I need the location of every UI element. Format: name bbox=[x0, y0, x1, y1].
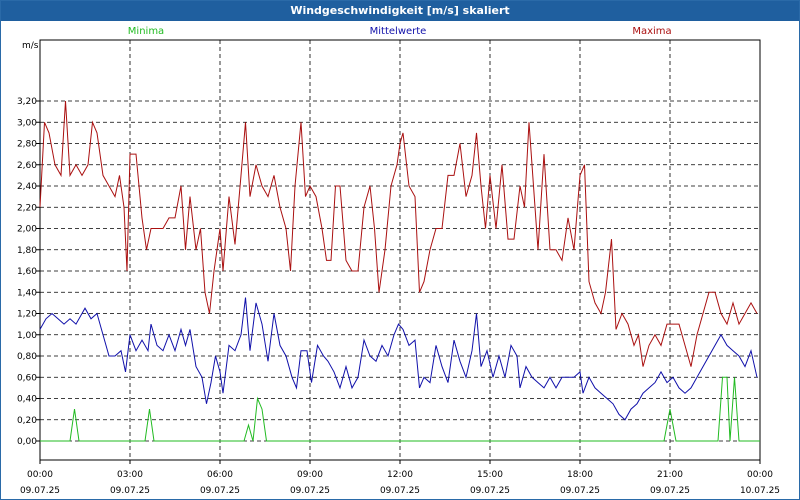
y-tick-label: 2,20 bbox=[17, 203, 37, 213]
x-tick-date: 09.07.25 bbox=[200, 486, 240, 496]
x-axis-ticks: 00:00 09.07.25 03:00 09.07.25 06:00 09.07.25 0… bbox=[20, 460, 780, 496]
x-tick-time: 18:00 bbox=[567, 470, 593, 480]
x-tick-time: 06:00 bbox=[207, 470, 233, 480]
x-tick-time: 15:00 bbox=[477, 470, 503, 480]
x-tick-time: 21:00 bbox=[657, 470, 683, 480]
y-tick-label: 0,20 bbox=[17, 416, 37, 426]
y-tick-label: 1,20 bbox=[17, 310, 37, 320]
x-tick-date: 09.07.25 bbox=[470, 486, 510, 496]
y-tick-label: 0,00 bbox=[17, 437, 37, 447]
legend-minima: Minima bbox=[128, 26, 164, 37]
y-tick-label: 1,80 bbox=[17, 246, 37, 256]
x-tick-time: 00:00 bbox=[27, 470, 53, 480]
y-tick-label: 3,20 bbox=[17, 97, 37, 107]
y-tick-label: 2,60 bbox=[17, 161, 37, 171]
x-tick-date: 10.07.25 bbox=[740, 486, 780, 496]
x-tick-date: 09.07.25 bbox=[380, 486, 420, 496]
x-tick-date: 09.07.25 bbox=[650, 486, 690, 496]
x-tick-time: 09:00 bbox=[297, 470, 323, 480]
y-tick-label: 1,60 bbox=[17, 267, 37, 277]
y-axis-label: m/s bbox=[22, 41, 39, 51]
x-tick-time: 12:00 bbox=[387, 470, 413, 480]
y-tick-label: 0,80 bbox=[17, 352, 37, 362]
x-tick-date: 09.07.25 bbox=[20, 486, 60, 496]
y-tick-label: 1,40 bbox=[17, 288, 37, 298]
x-tick-date: 09.07.25 bbox=[110, 486, 150, 496]
legend: Minima Mittelwerte Maxima bbox=[128, 26, 672, 37]
y-tick-label: 0,60 bbox=[17, 373, 37, 383]
legend-maxima: Maxima bbox=[632, 26, 671, 37]
y-tick-label: 2,80 bbox=[17, 140, 37, 150]
x-tick-time: 03:00 bbox=[117, 470, 143, 480]
y-tick-label: 2,40 bbox=[17, 182, 37, 192]
y-axis-ticks: 0,00 0,20 0,40 0,60 0,80 1,00 1,20 1,40 1,60 1,80… bbox=[17, 97, 40, 447]
x-tick-date: 09.07.25 bbox=[560, 486, 600, 496]
x-tick-date: 09.07.25 bbox=[290, 486, 330, 496]
y-tick-label: 3,00 bbox=[17, 118, 37, 128]
y-tick-label: 2,00 bbox=[17, 225, 37, 235]
y-tick-label: 0,40 bbox=[17, 395, 37, 405]
legend-mittelwerte: Mittelwerte bbox=[370, 26, 427, 37]
x-tick-time: 00:00 bbox=[747, 470, 773, 480]
y-tick-label: 1,00 bbox=[17, 331, 37, 341]
